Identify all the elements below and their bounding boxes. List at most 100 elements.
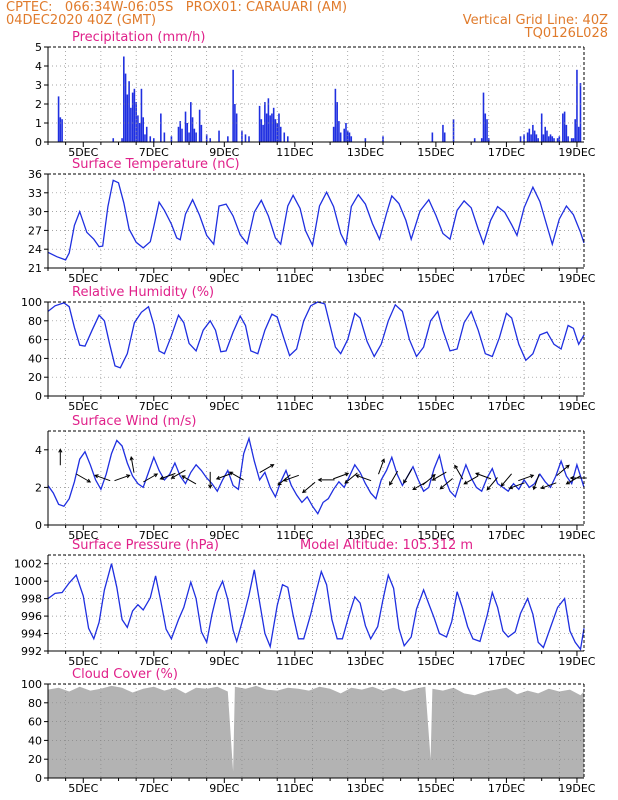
precip-bar [177, 126, 180, 142]
precip-bar [452, 119, 455, 142]
x-tick-label: 17DEC [488, 529, 525, 542]
wind-arrow [454, 464, 464, 480]
precip-bar [152, 138, 155, 142]
y-tick-label: 80 [28, 697, 42, 710]
precip-bar [57, 96, 60, 142]
y-tick-label: 0 [35, 136, 42, 149]
precip-bar [190, 102, 192, 142]
y-tick-label: 33 [28, 187, 42, 200]
precip-bar [443, 132, 446, 142]
precip-bar [218, 130, 220, 142]
precip-bar [562, 113, 564, 142]
precip-bar [528, 128, 531, 142]
wind-arrow [333, 472, 350, 480]
y-tick-label: 36 [28, 168, 42, 181]
precip-bar [473, 138, 476, 142]
precip-bar [181, 128, 183, 142]
header-line1: CPTEC: 066:34W-06:05S PROX01: CARAUARI (… [6, 0, 348, 15]
precip-bar [572, 138, 575, 142]
x-tick-label: 5DEC [68, 272, 98, 285]
precip-bar [272, 107, 275, 142]
wind-arrow [439, 478, 453, 490]
precip-bar [526, 132, 529, 142]
precip-bar [540, 113, 543, 142]
precip-bar [248, 136, 250, 142]
precip-bar [487, 138, 490, 142]
x-tick-label: 7DEC [139, 782, 169, 795]
x-tick-label: 9DEC [209, 400, 239, 413]
precip-bar [348, 132, 351, 142]
panel-title: Precipitation (mm/h) [72, 30, 205, 45]
x-tick-label: 9DEC [209, 146, 239, 159]
x-tick-label: 17DEC [488, 782, 525, 795]
precip-bar [544, 126, 547, 142]
precip-bar [267, 98, 270, 142]
x-tick-label: 13DEC [347, 400, 384, 413]
y-tick-label: 5 [35, 41, 42, 54]
x-tick-label: 17DEC [488, 146, 525, 159]
wind-arrow [208, 471, 213, 489]
y-tick-label: 20 [28, 753, 42, 766]
y-tick-label: 2 [35, 98, 42, 111]
precip-bar [145, 126, 148, 142]
precip-bar [121, 138, 123, 142]
wind-arrow [215, 472, 232, 480]
precip-bar [269, 115, 271, 142]
panel-0: 0 1 2 3 4 5 5DEC 7DEC 9DEC 11DEC 13DEC 15DEC 17DEC 19… [35, 30, 596, 159]
precip-bar [149, 136, 152, 142]
precip-bar [346, 130, 349, 142]
x-tick-label: 19DEC [558, 400, 595, 413]
y-tick-label: 30 [28, 206, 42, 219]
precip-bar [553, 138, 555, 142]
x-tick-label: 11DEC [276, 655, 313, 668]
precip-bar [195, 132, 197, 142]
precip-bar [486, 119, 488, 142]
precip-bar [128, 81, 130, 142]
precip-bar [137, 115, 139, 142]
precip-bar [276, 123, 279, 142]
y-tick-label: 992 [21, 645, 42, 658]
precip-bar [112, 138, 115, 142]
precip-bar [274, 119, 277, 142]
precip-bar [186, 123, 189, 142]
precip-bar [339, 132, 342, 142]
y-tick-label: 2 [35, 481, 42, 494]
y-tick-label: 24 [28, 243, 42, 256]
x-tick-label: 19DEC [558, 146, 595, 159]
x-tick-label: 15DEC [417, 400, 454, 413]
x-tick-label: 11DEC [276, 529, 313, 542]
precip-bar [343, 128, 346, 142]
wind-arrow [282, 474, 299, 482]
precip-bar [124, 73, 127, 142]
y-tick-label: 0 [35, 390, 42, 403]
precip-bar [241, 130, 243, 142]
x-tick-label: 9DEC [209, 782, 239, 795]
precip-bar [144, 134, 146, 142]
panel-1: 21 24 27 30 33 36 5DEC 7DEC 9DEC 11DEC 13DEC 15DEC 1… [28, 157, 596, 285]
precip-bar [336, 102, 338, 142]
header-model-id: TQ0126L028 [524, 26, 608, 41]
x-tick-label: 13DEC [347, 782, 384, 795]
precip-bar [61, 119, 63, 142]
x-tick-label: 5DEC [68, 655, 98, 668]
precip-bar [140, 88, 143, 142]
precip-bar [484, 113, 487, 142]
wind-arrow [228, 471, 244, 481]
precip-bar [279, 126, 282, 142]
precip-bar [556, 138, 559, 142]
x-tick-label: 13DEC [347, 655, 384, 668]
wind-arrow [431, 471, 447, 481]
wind-arrow [463, 475, 479, 485]
x-tick-label: 7DEC [139, 146, 169, 159]
precip-bar [200, 124, 203, 142]
precip-bar [480, 138, 483, 142]
precip-bar [286, 136, 289, 142]
precip-bar [537, 138, 539, 142]
precip-bar [567, 136, 569, 142]
precip-bar [227, 136, 229, 142]
y-tick-label: 4 [35, 444, 42, 457]
wind-arrow [475, 472, 492, 480]
x-tick-label: 15DEC [417, 782, 454, 795]
panel-title: Surface Temperature (nC) [72, 157, 240, 172]
